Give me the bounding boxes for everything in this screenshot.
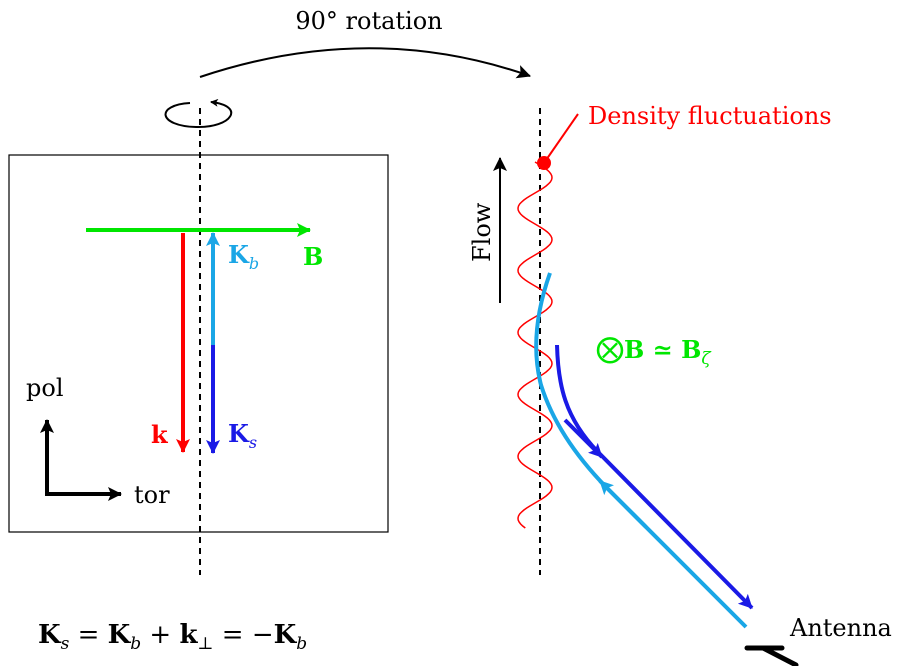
scattered-beam xyxy=(555,344,754,610)
rotation-loop-icon xyxy=(164,98,233,129)
density-marker-dot xyxy=(537,156,551,170)
eq-Ks: K xyxy=(38,620,62,650)
incident-beam-arrow xyxy=(598,479,648,529)
eq-k-sub: ⊥ xyxy=(198,634,214,654)
incident-beam xyxy=(534,272,748,629)
flow-label: Flow xyxy=(468,202,496,262)
density-label: Density fluctuations xyxy=(588,102,832,130)
eq-Kb-sub: b xyxy=(130,634,141,654)
eq-k: k xyxy=(180,620,199,650)
Ks-label-sub: s xyxy=(249,433,257,452)
eq-Kb-2: K xyxy=(274,620,298,650)
eq-equals-2: = − xyxy=(214,620,274,650)
k-label: k xyxy=(151,420,169,449)
eq-Kb: K xyxy=(108,620,132,650)
B-zeta-main: B ≃ B xyxy=(624,335,701,364)
eq-plus: + xyxy=(141,620,179,650)
Kb-label-main: K xyxy=(228,240,250,269)
density-fluctuation-wave xyxy=(517,161,553,529)
dispersion-equation: Ks = Kb + k⊥ = −Kb xyxy=(38,620,307,654)
eq-Kb-2-sub: b xyxy=(296,634,307,654)
eq-Ks-sub: s xyxy=(61,634,70,654)
Ks-label: Ks xyxy=(228,419,257,452)
antenna-icon xyxy=(744,645,799,666)
rotation-label: 90° rotation xyxy=(295,7,442,35)
eq-equals-1: = xyxy=(69,620,107,650)
density-leader-line xyxy=(543,113,579,164)
pol-label: pol xyxy=(26,374,64,402)
Kb-label-sub: b xyxy=(249,254,259,273)
tor-label: tor xyxy=(134,481,170,509)
otimes-symbol: ⨂ xyxy=(596,332,624,365)
left-panel-frame xyxy=(8,154,389,533)
Ks-label-main: K xyxy=(228,419,250,448)
Kb-label: Kb xyxy=(228,240,259,273)
B-zeta-label: ⨂B ≃ Bζ xyxy=(596,332,712,369)
B-label: B xyxy=(303,242,323,271)
antenna-label: Antenna xyxy=(789,614,892,642)
B-zeta-sub: ζ xyxy=(701,349,712,369)
scattered-beam-arrow xyxy=(563,418,604,459)
rotation-arc xyxy=(199,47,531,79)
